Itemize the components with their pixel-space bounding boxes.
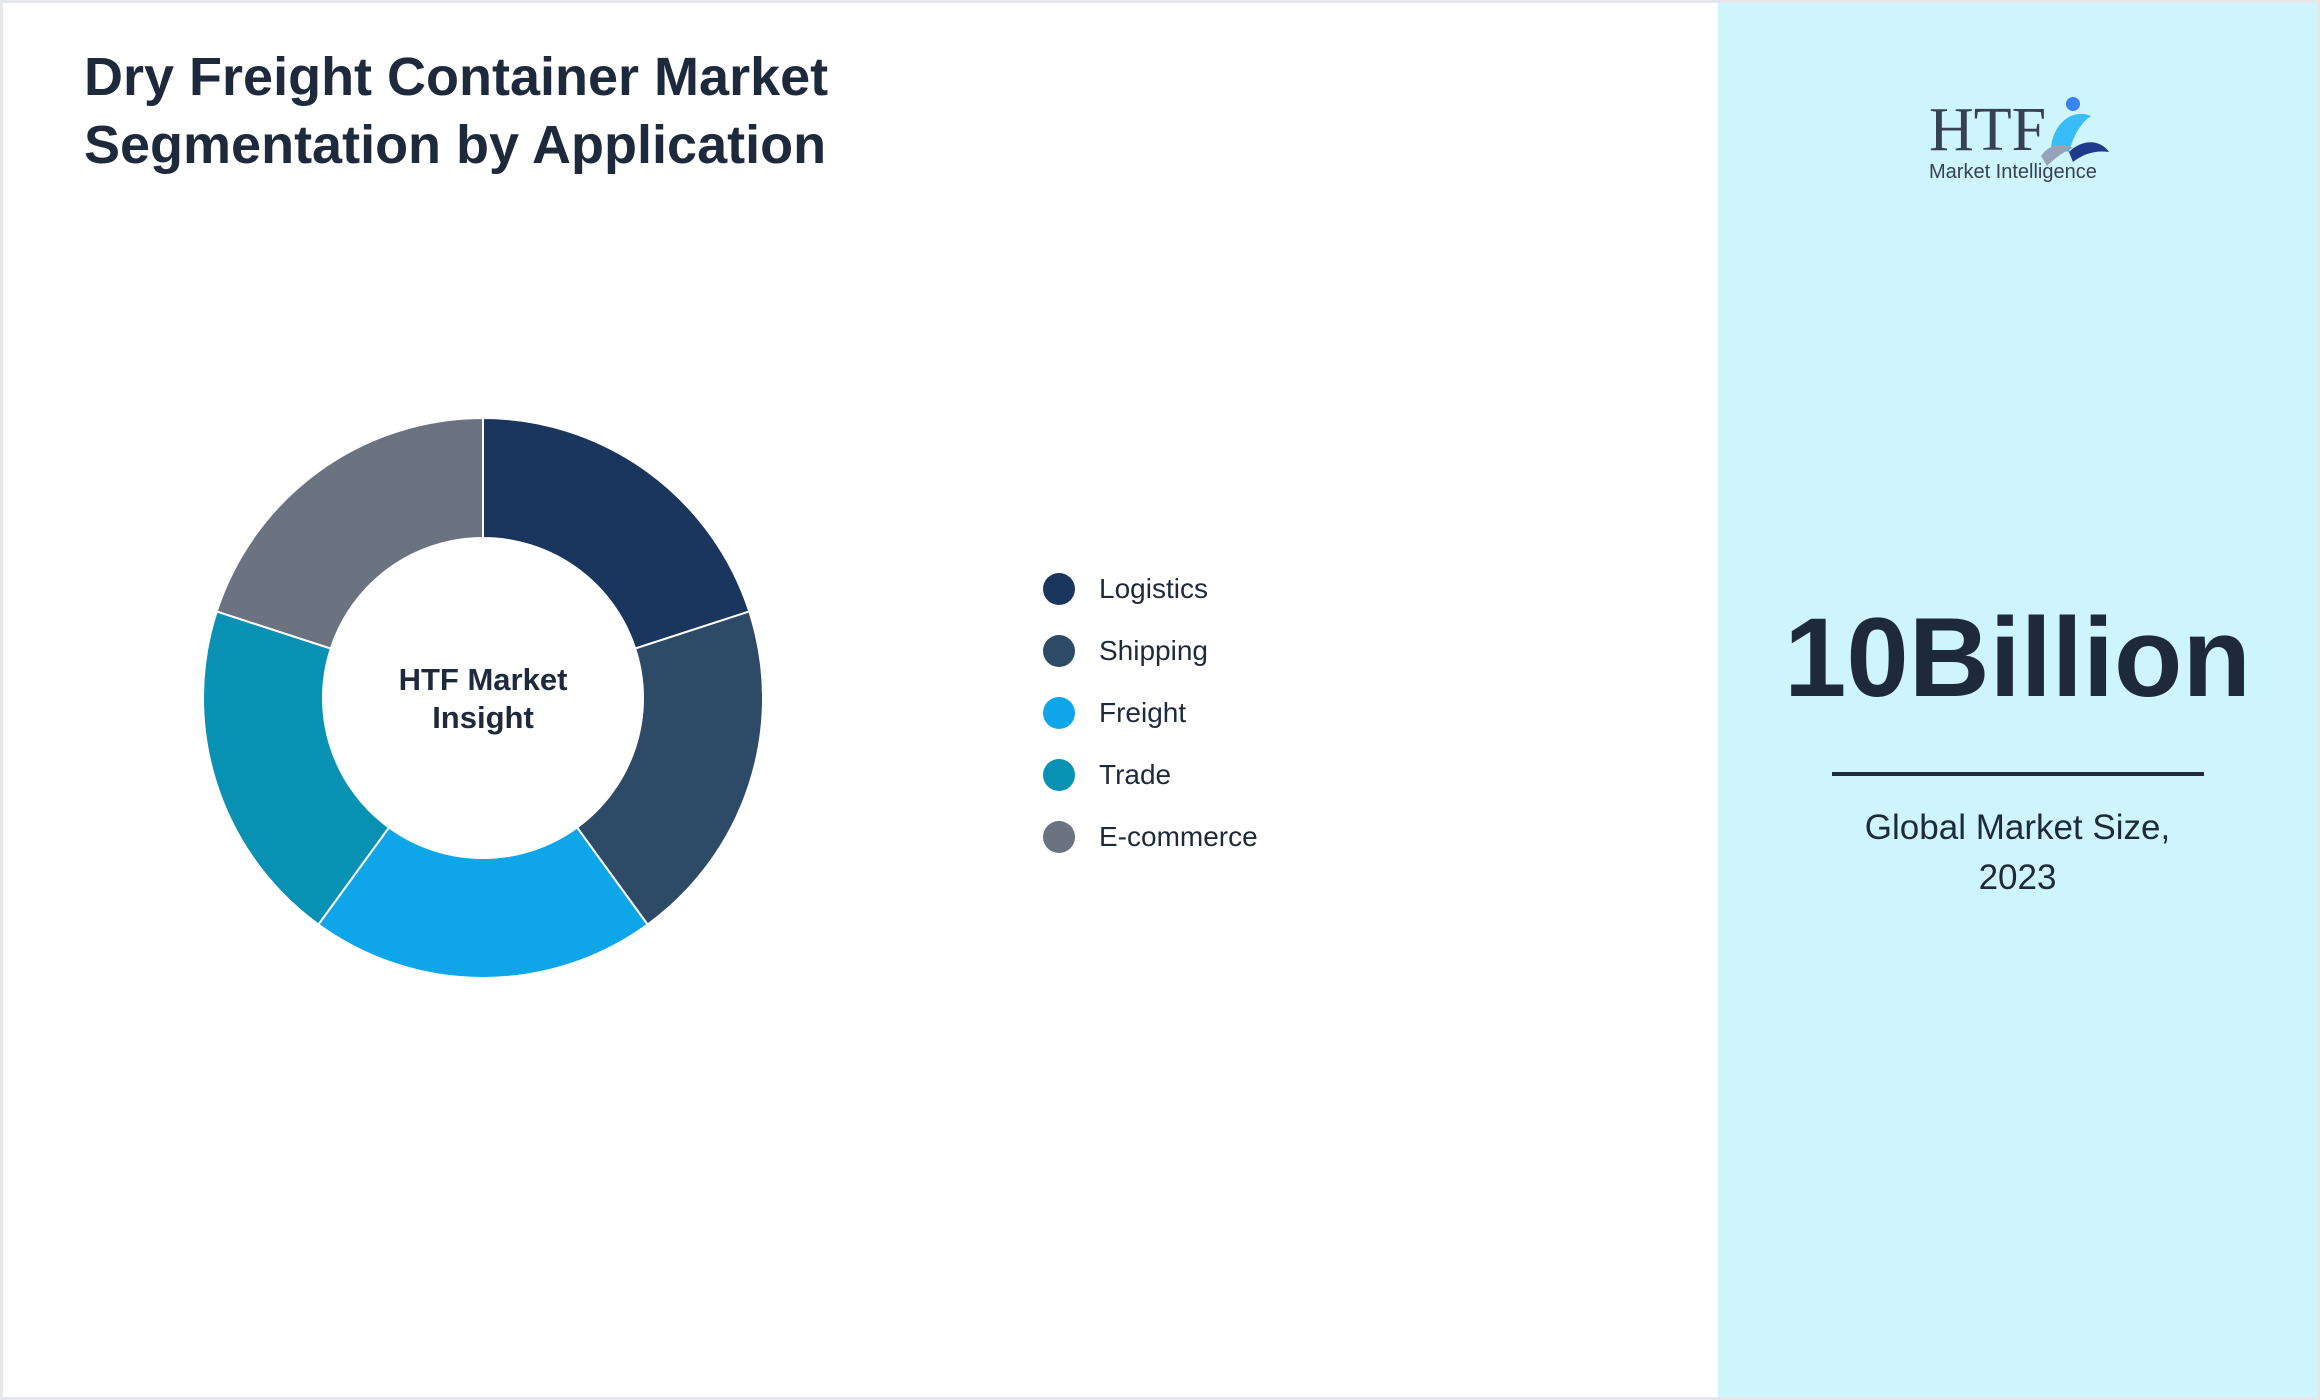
donut-center-label-line-1: HTF Market xyxy=(399,662,568,697)
title-line-2: Segmentation by Application xyxy=(84,115,827,175)
legend-label-e-commerce: E-commerce xyxy=(1099,821,1258,852)
legend-label-freight: Freight xyxy=(1099,697,1187,728)
legend-label-logistics: Logistics xyxy=(1099,573,1208,604)
legend-item-shipping: Shipping xyxy=(1043,620,1258,682)
legend-swatch-shipping xyxy=(1043,635,1075,667)
market-size-value: 10Billion xyxy=(1784,595,2251,720)
donut-slice-logistics xyxy=(482,416,751,650)
title-line-1: Dry Freight Container Market xyxy=(84,47,829,107)
donut-slice-trade xyxy=(202,610,391,926)
logo-text: HTF xyxy=(1929,96,2046,164)
market-size-caption: Global Market Size, 2023 xyxy=(1718,803,2317,903)
legend-item-logistics: Logistics xyxy=(1043,558,1258,620)
logo-figure-head-icon xyxy=(2066,97,2080,111)
chart-legend: Logistics Shipping Freight Trade E-commerce xyxy=(1043,558,1258,868)
legend-item-e-commerce: E-commerce xyxy=(1043,806,1258,868)
logo-wave-icon xyxy=(2069,142,2109,162)
legend-swatch-logistics xyxy=(1043,573,1075,605)
legend-swatch-e-commerce xyxy=(1043,821,1075,853)
legend-item-freight: Freight xyxy=(1043,682,1258,744)
summary-panel: HTF Market Intelligence 10Billion Global… xyxy=(1718,3,2317,1397)
page-title: Dry Freight Container Market Segmentatio… xyxy=(84,43,984,179)
donut-chart: HTF Market Insight xyxy=(202,416,764,980)
legend-swatch-freight xyxy=(1043,697,1075,729)
logo-subtitle: Market Intelligence xyxy=(1929,161,2097,183)
donut-center-label-line-2: Insight xyxy=(432,700,534,735)
donut-slice-freight xyxy=(317,826,649,980)
chart-panel: Dry Freight Container Market Segmentatio… xyxy=(3,3,1718,1397)
donut-slice-e-commerce xyxy=(215,416,484,650)
divider xyxy=(1832,772,2204,776)
legend-item-trade: Trade xyxy=(1043,744,1258,806)
donut-slice-shipping xyxy=(575,610,764,926)
caption-line-1: Global Market Size, xyxy=(1864,808,2171,847)
legend-label-trade: Trade xyxy=(1099,759,1172,790)
caption-line-2: 2023 xyxy=(1978,858,2057,897)
logo-leaf-icon xyxy=(2041,144,2073,166)
htf-logo: HTF Market Intelligence xyxy=(1929,96,2109,183)
legend-label-shipping: Shipping xyxy=(1099,635,1208,666)
legend-swatch-trade xyxy=(1043,759,1075,791)
logo-swoosh-icon xyxy=(2051,113,2091,152)
donut-slices xyxy=(202,416,764,980)
